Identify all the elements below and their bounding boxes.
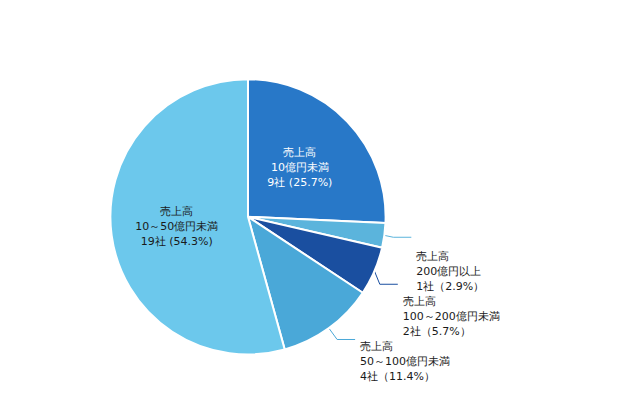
svg-text:1社（2.9%）: 1社（2.9%） bbox=[416, 280, 484, 293]
svg-text:100～200億円未満: 100～200億円未満 bbox=[403, 310, 500, 323]
svg-text:10億円未満: 10億円未満 bbox=[271, 161, 329, 174]
svg-text:9社 (25.7%): 9社 (25.7%) bbox=[267, 176, 332, 189]
svg-text:売上高: 売上高 bbox=[416, 250, 449, 263]
svg-text:2社（5.7%）: 2社（5.7%） bbox=[403, 325, 471, 338]
svg-text:売上高: 売上高 bbox=[160, 205, 193, 218]
svg-text:50～100億円未満: 50～100億円未満 bbox=[360, 355, 450, 368]
svg-text:売上高: 売上高 bbox=[403, 295, 436, 308]
svg-text:19社 (54.3%): 19社 (54.3%) bbox=[141, 235, 213, 248]
svg-text:4社（11.4%）: 4社（11.4%） bbox=[360, 370, 435, 383]
svg-text:売上高: 売上高 bbox=[283, 146, 316, 159]
svg-text:200億円以上: 200億円以上 bbox=[416, 265, 481, 278]
svg-text:10～50億円未満: 10～50億円未満 bbox=[135, 220, 218, 233]
svg-text:売上高: 売上高 bbox=[360, 340, 393, 353]
